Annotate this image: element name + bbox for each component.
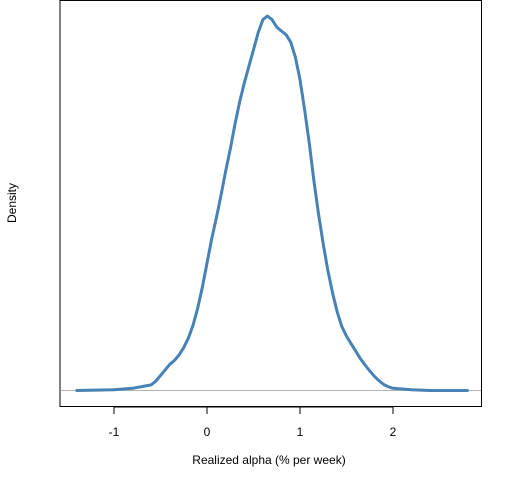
density-curve: [75, 14, 469, 392]
x-tick-label: 0: [204, 425, 211, 439]
x-tick-label: 1: [297, 425, 304, 439]
x-axis: -1 0 1 2: [109, 406, 397, 439]
plot-frame: [59, 0, 482, 407]
x-tick-label: 2: [390, 425, 397, 439]
x-axis-label: Realized alpha (% per week): [192, 453, 345, 467]
y-axis-label: Density: [5, 183, 19, 223]
x-tick-label: -1: [109, 425, 120, 439]
